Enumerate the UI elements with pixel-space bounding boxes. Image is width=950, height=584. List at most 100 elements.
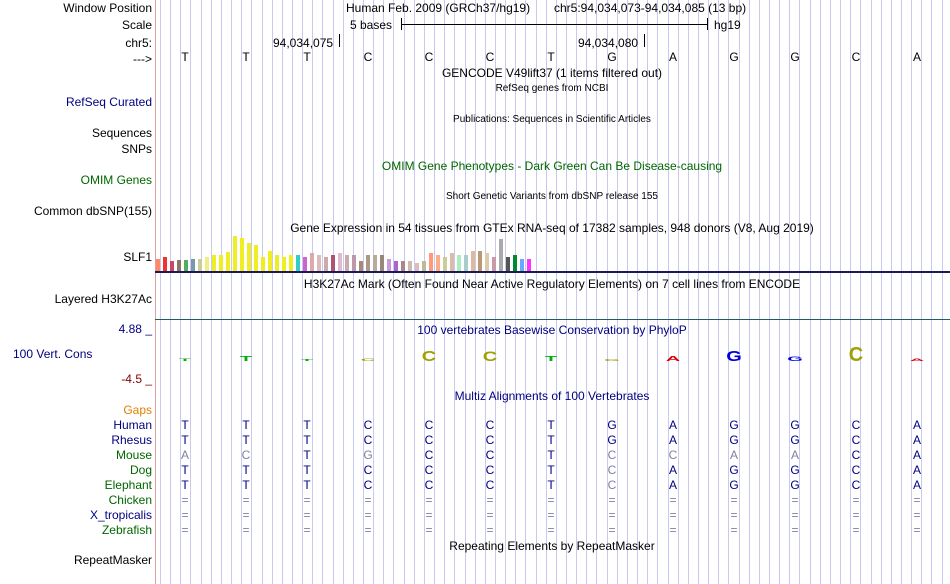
species-label[interactable]: Chicken (108, 493, 152, 507)
gtex-tissue-bar[interactable] (303, 257, 307, 271)
species-label[interactable]: Elephant (104, 478, 152, 492)
gtex-tissue-bar[interactable] (219, 255, 223, 271)
grid-line (840, 0, 842, 584)
aligned-base: A (790, 448, 799, 462)
gtex-tissue-bar[interactable] (275, 255, 279, 271)
gtex-tissue-bar[interactable] (380, 255, 384, 271)
gtex-tissue-bar[interactable] (422, 261, 426, 271)
species-label[interactable]: Rhesus (111, 433, 152, 447)
aligned-base: A (912, 433, 921, 447)
grid-line (261, 0, 263, 584)
gtex-tissue-bar[interactable] (184, 260, 188, 271)
gtex-tissue-bar[interactable] (352, 255, 356, 271)
gtex-tissue-bar[interactable] (387, 259, 391, 271)
cons-glyph: A (651, 355, 695, 361)
gtex-tissue-bar[interactable] (443, 257, 447, 271)
grid-line (342, 0, 344, 584)
species-label[interactable]: Mouse (115, 448, 152, 462)
h3k27ac-track-label[interactable]: Layered H3K27Ac (54, 292, 152, 306)
aligned-base: T (547, 418, 555, 432)
gtex-tissue-bar[interactable] (478, 251, 482, 271)
gtex-tissue-bar[interactable] (471, 251, 475, 271)
gtex-tissue-bar[interactable] (205, 257, 209, 271)
gtex-tissue-bar[interactable] (296, 255, 300, 271)
gtex-tissue-bar[interactable] (324, 257, 328, 271)
cons-track-label[interactable]: 100 Vert. Cons (13, 347, 93, 361)
browser-image-area[interactable] (155, 0, 950, 584)
aligned-base: C (363, 433, 373, 447)
gtex-tissue-bar[interactable] (282, 257, 286, 271)
gencode-track-title[interactable]: GENCODE V49lift37 (1 items filtered out) (441, 66, 663, 80)
snps-track-label[interactable]: SNPs (121, 142, 152, 156)
gtex-bar-chart[interactable] (156, 236, 536, 271)
gtex-tissue-bar[interactable] (317, 255, 321, 271)
sequences-track-label[interactable]: Sequences (91, 126, 152, 140)
assembly-short: hg19 (714, 18, 741, 32)
grid-line (890, 0, 892, 584)
omim-track-label[interactable]: OMIM Genes (80, 173, 152, 187)
grid-line (708, 0, 710, 584)
species-label[interactable]: Zebrafish (101, 523, 152, 537)
grid-line (312, 0, 314, 584)
grid-line (545, 0, 547, 584)
gtex-tissue-bar[interactable] (233, 236, 237, 271)
gtex-tissue-bar[interactable] (527, 259, 531, 271)
aligned-base: = (547, 493, 555, 507)
gtex-tissue-bar[interactable] (310, 253, 314, 271)
gtex-tissue-bar[interactable] (191, 259, 195, 271)
gtex-tissue-bar[interactable] (240, 238, 244, 271)
gtex-tissue-bar[interactable] (366, 255, 370, 271)
gtex-tissue-bar[interactable] (485, 253, 489, 271)
dbsnp-track-label[interactable]: Common dbSNP(155) (33, 204, 152, 218)
gtex-tissue-bar[interactable] (450, 253, 454, 271)
gtex-tissue-bar[interactable] (254, 245, 258, 271)
gtex-tissue-bar[interactable] (345, 255, 349, 271)
grid-line (160, 0, 161, 584)
gtex-tissue-bar[interactable] (163, 257, 167, 271)
gtex-tissue-bar[interactable] (261, 257, 265, 271)
sequence-base: G (729, 50, 739, 64)
gtex-tissue-bar[interactable] (170, 261, 174, 271)
gtex-tissue-bar[interactable] (338, 253, 342, 271)
gtex-tissue-bar[interactable] (177, 260, 181, 271)
gtex-tissue-bar[interactable] (492, 257, 496, 271)
gtex-tissue-bar[interactable] (520, 259, 524, 271)
gtex-tissue-bar[interactable] (429, 253, 433, 271)
gtex-tissue-bar[interactable] (373, 255, 377, 271)
gtex-tissue-bar[interactable] (436, 255, 440, 271)
refseq-track-label[interactable]: RefSeq Curated (65, 95, 152, 109)
gtex-gene-label[interactable]: SLF1 (123, 250, 152, 264)
grid-line (697, 0, 699, 584)
gtex-tissue-bar[interactable] (156, 259, 160, 271)
gtex-tissue-bar[interactable] (198, 259, 202, 271)
gtex-tissue-bar[interactable] (513, 255, 517, 271)
gtex-tissue-bar[interactable] (401, 261, 405, 271)
aligned-base: C (851, 418, 861, 432)
gtex-tissue-bar[interactable] (212, 255, 216, 271)
gtex-tissue-bar[interactable] (247, 243, 251, 271)
gtex-tissue-bar[interactable] (289, 255, 293, 271)
gtex-tissue-bar[interactable] (499, 239, 503, 271)
gtex-tissue-bar[interactable] (394, 261, 398, 271)
gtex-tissue-bar[interactable] (268, 251, 272, 271)
aligned-base: = (486, 508, 494, 522)
gtex-tissue-bar[interactable] (331, 255, 335, 271)
gtex-tissue-bar[interactable] (415, 263, 419, 271)
gtex-tissue-bar[interactable] (506, 257, 510, 271)
repeatmasker-track-label[interactable]: RepeatMasker (73, 553, 152, 567)
sequence-base: G (607, 50, 617, 64)
gtex-tissue-bar[interactable] (457, 255, 461, 271)
gtex-tissue-bar[interactable] (408, 261, 412, 271)
species-label[interactable]: Human (113, 418, 152, 432)
species-label[interactable]: X_tropicalis (89, 508, 152, 522)
gaps-label[interactable]: Gaps (123, 403, 152, 417)
cons-glyph-letter: C (482, 350, 498, 361)
species-label[interactable]: Dog (129, 463, 152, 477)
gtex-tissue-bar[interactable] (226, 252, 230, 271)
aligned-base: C (607, 448, 617, 462)
aligned-base: A (729, 448, 738, 462)
cons-glyph-letter: C (848, 345, 864, 361)
aligned-base: T (303, 418, 311, 432)
gtex-tissue-bar[interactable] (359, 261, 363, 271)
gtex-tissue-bar[interactable] (464, 255, 468, 271)
